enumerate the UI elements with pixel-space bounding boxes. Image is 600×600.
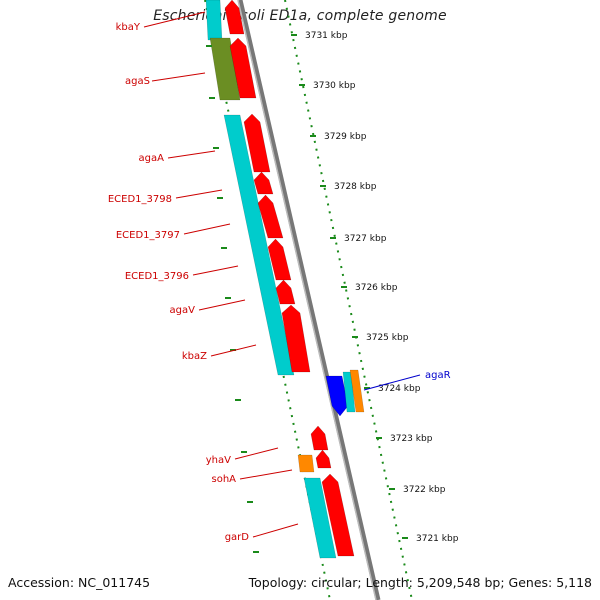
- gene-label-agav[interactable]: agaV: [170, 305, 196, 316]
- gene-label-yhav[interactable]: yhaV: [206, 455, 231, 466]
- forward-cds-arrow: [267, 238, 292, 281]
- gene-label-leader: [210, 344, 257, 357]
- gene-label-leader: [183, 223, 231, 235]
- gene-labels: kbaY agaS agaA ECED1_3798 ECED1_3797 ECED1_37…: [108, 11, 451, 543]
- gene-label-agas[interactable]: agaS: [125, 76, 150, 87]
- accession-text: Accession: NC_011745: [8, 575, 151, 590]
- scale-tick-label: 3725 kbp: [366, 333, 409, 343]
- gene-label-leader: [143, 11, 206, 28]
- scale-tick-label: 3730 kbp: [313, 81, 356, 91]
- gene-label-eced1-3796[interactable]: ECED1_3796: [125, 271, 189, 282]
- forward-cds-arrow: [315, 449, 332, 469]
- gene-label-leader: [151, 72, 206, 82]
- gene-label-eced1-3797[interactable]: ECED1_3797: [116, 230, 180, 241]
- gene-label-agar[interactable]: agaR: [425, 370, 451, 381]
- scale-tick-label: 3727 kbp: [344, 234, 387, 244]
- gene-label-kbaz[interactable]: kbaZ: [182, 351, 207, 362]
- forward-cds-arrow: [310, 425, 329, 451]
- scale-tick-label: 3724 kbp: [378, 384, 421, 394]
- gene-label-leader: [175, 189, 223, 199]
- reverse-cds-arrow: [325, 375, 349, 417]
- forward-cds-arrow: [281, 304, 311, 373]
- orf-frame-bar: [205, 0, 223, 41]
- feature-track: [205, 0, 365, 559]
- gene-label-agaa[interactable]: agaA: [139, 153, 165, 164]
- forward-cds-arrow: [275, 279, 296, 305]
- gene-label-leader: [239, 469, 293, 480]
- scale-ticks: 3731 kbp 3730 kbp 3729 kbp 3728 kbp 3727 kbp…: [206, 31, 459, 553]
- scale-tick-label: 3722 kbp: [403, 485, 446, 495]
- gene-label-leader: [198, 299, 246, 311]
- gene-label-leader: [363, 374, 421, 391]
- forward-cds-arrow: [224, 0, 245, 35]
- scale-tick-label: 3721 kbp: [416, 534, 459, 544]
- scale-tick-label: 3729 kbp: [324, 132, 367, 142]
- rna-bar: [297, 454, 315, 473]
- scale-tick-label: 3723 kbp: [390, 434, 433, 444]
- forward-cds-arrow: [243, 113, 271, 173]
- gene-label-gard[interactable]: garD: [225, 532, 250, 543]
- scale-tick-label: 3726 kbp: [355, 283, 398, 293]
- forward-cds-arrow: [257, 194, 284, 239]
- gene-label-kbay[interactable]: kbaY: [116, 22, 141, 33]
- orf-frame-bar: [223, 114, 295, 376]
- forward-cds-arrow: [321, 473, 355, 557]
- rna-bar: [349, 369, 365, 413]
- forward-cds-arrow: [229, 37, 257, 99]
- gene-label-leader: [252, 523, 299, 538]
- forward-cds-arrow: [253, 171, 274, 195]
- scale-tick-label: 3731 kbp: [305, 31, 348, 41]
- scale-tick-label: 3728 kbp: [334, 182, 377, 192]
- gene-label-eced1-3798[interactable]: ECED1_3798: [108, 194, 172, 205]
- gene-label-soha[interactable]: sohA: [211, 474, 236, 485]
- gene-label-leader: [167, 150, 216, 159]
- orf-frame-bar: [303, 477, 337, 559]
- gene-label-leader: [192, 265, 239, 276]
- genome-summary-text: Topology: circular; Length: 5,209,548 bp…: [248, 575, 592, 590]
- genome-backbone: [237, 0, 381, 600]
- gene-label-leader: [234, 447, 279, 460]
